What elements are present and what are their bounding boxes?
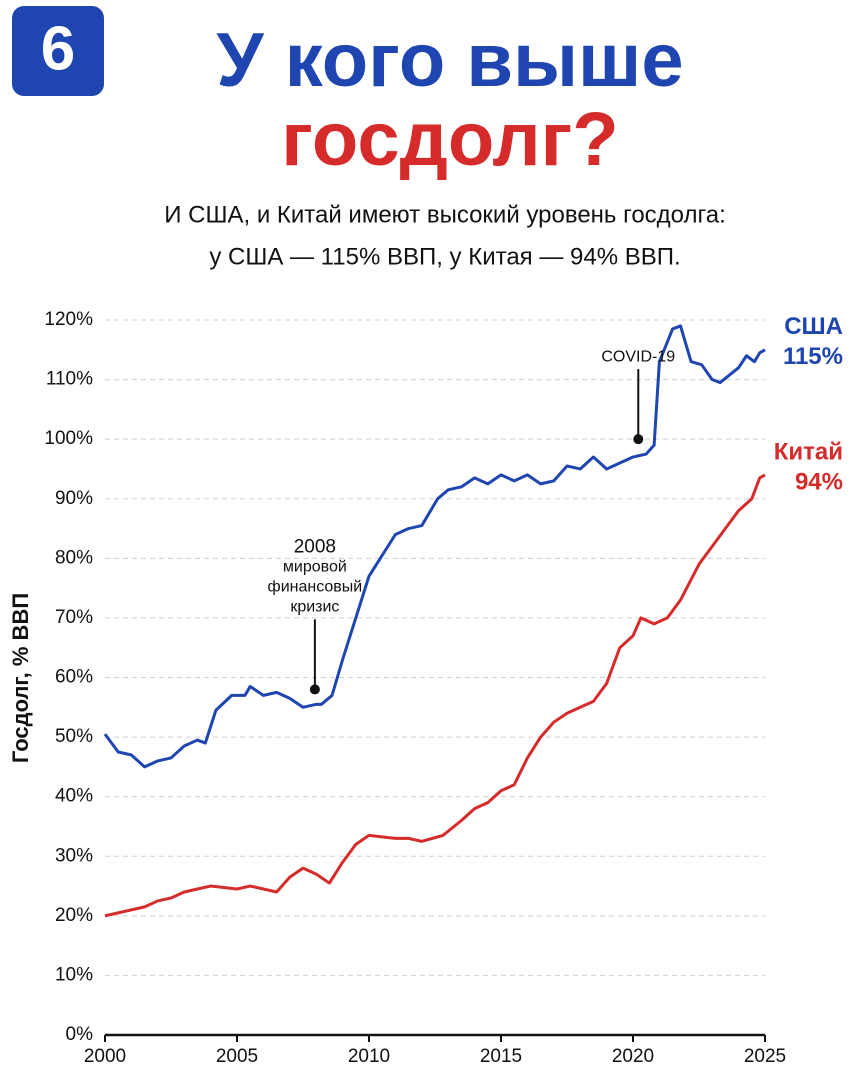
- series-value-label: 115%: [783, 343, 843, 370]
- y-tick-label: 60%: [55, 667, 93, 688]
- y-tick-label: 90%: [55, 488, 93, 509]
- annotation-text: 2008: [294, 536, 336, 557]
- annotation-dot: [309, 684, 320, 695]
- x-tick-label: 2025: [744, 1046, 786, 1067]
- annotation-text: COVID-19: [601, 348, 675, 365]
- x-tick-label: 2015: [480, 1046, 522, 1067]
- annotation-text: кризис: [290, 599, 339, 616]
- title: У кого выше: [216, 18, 683, 103]
- annotation-text: финансовый: [268, 579, 363, 596]
- y-tick-label: 70%: [55, 607, 93, 628]
- subtitle: И США, и Китай имеют высокий уровень гос…: [164, 201, 726, 228]
- y-axis-label: Госдолг, % ВВП: [8, 593, 33, 763]
- y-tick-label: 0%: [66, 1024, 94, 1045]
- annotation-dot: [633, 434, 644, 445]
- badge-number: 6: [41, 14, 75, 83]
- y-tick-label: 20%: [55, 905, 93, 926]
- x-tick-label: 2020: [612, 1046, 654, 1067]
- title: госдолг?: [281, 97, 618, 182]
- subtitle: у США — 115% ВВП, у Китая — 94% ВВП.: [209, 243, 680, 270]
- x-tick-label: 2000: [84, 1046, 126, 1067]
- y-tick-label: 30%: [55, 845, 93, 866]
- y-tick-label: 50%: [55, 726, 93, 747]
- x-tick-label: 2005: [216, 1046, 258, 1067]
- annotation-text: мировой: [283, 559, 347, 576]
- y-tick-label: 10%: [55, 964, 93, 985]
- series-label: США: [784, 313, 843, 340]
- series-value-label: 94%: [795, 468, 843, 495]
- series-label: Китай: [774, 438, 843, 465]
- y-tick-label: 80%: [55, 547, 93, 568]
- badge: [12, 6, 104, 96]
- series-line: [104, 473, 766, 918]
- y-tick-label: 120%: [44, 309, 93, 330]
- series-line: [103, 324, 766, 769]
- y-tick-label: 110%: [46, 369, 93, 390]
- y-tick-label: 40%: [55, 786, 93, 807]
- x-tick-label: 2010: [348, 1046, 390, 1067]
- y-tick-label: 100%: [44, 428, 93, 449]
